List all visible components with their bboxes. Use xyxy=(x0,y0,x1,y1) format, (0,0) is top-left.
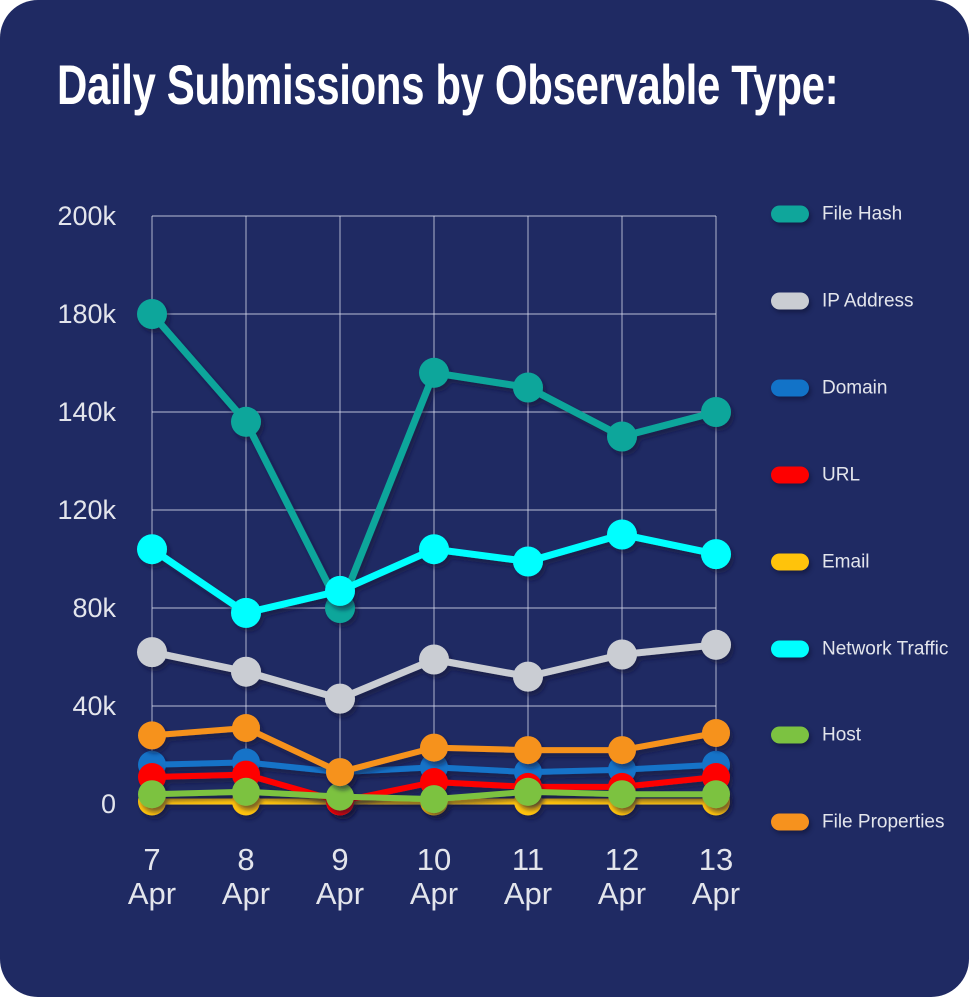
legend-label-email: Email xyxy=(822,551,870,573)
y-axis-tick-label: 180k xyxy=(57,299,116,329)
series-host xyxy=(138,777,730,814)
legend-item-domain: Domain xyxy=(771,375,954,400)
legend-label-domain: Domain xyxy=(822,377,888,399)
data-point xyxy=(513,372,543,403)
data-point xyxy=(701,397,731,427)
series-ip-address xyxy=(137,629,731,714)
data-point xyxy=(420,785,448,814)
legend-swatch-file-properties xyxy=(771,813,809,831)
data-point xyxy=(138,780,166,809)
series-layer xyxy=(137,299,731,816)
y-axis-tick-label: 120k xyxy=(57,495,116,525)
legend-label-url: URL xyxy=(822,464,861,486)
data-point xyxy=(325,683,355,714)
data-point xyxy=(607,421,637,452)
legend-item-url: URL xyxy=(771,462,954,487)
x-axis-tick-month: Apr xyxy=(504,876,552,911)
x-axis-tick-month: Apr xyxy=(598,876,646,911)
data-point xyxy=(232,777,260,806)
series-network-traffic xyxy=(137,519,731,628)
data-point xyxy=(514,777,542,806)
grid-lines xyxy=(151,215,717,805)
legend-swatch-url xyxy=(771,466,809,484)
legend-label-network-traffic: Network Traffic xyxy=(822,638,949,659)
x-axis-tick-month: Apr xyxy=(222,876,270,911)
y-axis-tick-label: 80k xyxy=(72,593,116,623)
x-axis-tick-day: 12 xyxy=(605,842,639,877)
legend-item-file-hash: File Hash xyxy=(771,202,954,227)
y-axis-tick-label: 40k xyxy=(72,691,116,721)
legend-swatch-network-traffic xyxy=(771,640,809,657)
data-point xyxy=(513,661,543,692)
data-point xyxy=(137,299,167,329)
data-point xyxy=(137,534,167,565)
data-point xyxy=(513,546,543,577)
data-point xyxy=(138,721,166,750)
legend-label-file-hash: File Hash xyxy=(822,203,903,225)
data-point xyxy=(608,736,636,765)
data-point xyxy=(325,575,355,606)
data-point xyxy=(419,534,449,565)
legend-swatch-ip-address xyxy=(771,292,809,310)
y-axis-tick-label: 0 xyxy=(101,789,116,819)
legend-label-file-properties: File Properties xyxy=(822,811,945,833)
x-axis-tick-month: Apr xyxy=(316,876,364,911)
data-point xyxy=(702,780,730,809)
legend-item-ip-address: IP Address xyxy=(771,288,954,313)
data-point xyxy=(419,357,449,388)
x-axis-tick-month: Apr xyxy=(128,876,176,911)
chart-title: Daily Submissions by Observable Type: xyxy=(57,53,839,116)
legend-item-network-traffic: Network Traffic xyxy=(771,636,954,661)
data-point xyxy=(514,736,542,765)
x-axis-tick-day: 13 xyxy=(699,842,733,877)
data-point xyxy=(231,656,261,687)
legend-swatch-host xyxy=(771,726,809,744)
x-axis-tick-day: 8 xyxy=(237,842,254,877)
legend-label-host: Host xyxy=(822,724,862,746)
data-point xyxy=(326,758,354,787)
x-axis-tick-day: 11 xyxy=(512,842,544,877)
x-axis-tick-day: 7 xyxy=(143,842,160,877)
data-point xyxy=(419,644,449,675)
data-point xyxy=(701,629,731,660)
legend-swatch-domain xyxy=(771,379,809,397)
legend-swatch-file-hash xyxy=(771,205,809,223)
data-point xyxy=(701,539,731,570)
x-axis-tick-day: 10 xyxy=(417,842,451,877)
series-file-properties xyxy=(138,714,730,787)
x-axis-tick-day: 9 xyxy=(331,842,348,877)
axis-labels: 040k80k120k140k180k200k7Apr8Apr9Apr10Apr… xyxy=(57,201,740,911)
data-point xyxy=(232,714,260,742)
data-point xyxy=(702,719,730,747)
legend-swatch-email xyxy=(771,553,809,571)
y-axis-tick-label: 140k xyxy=(57,397,116,427)
data-point xyxy=(607,519,637,550)
data-point xyxy=(231,597,261,628)
data-point xyxy=(420,733,448,762)
data-point xyxy=(231,406,261,437)
data-point xyxy=(326,782,354,811)
chart-legend: File Hash IP Address Domain URL Email Network… xyxy=(771,190,969,870)
data-point xyxy=(137,637,167,668)
x-axis-tick-month: Apr xyxy=(692,876,740,911)
legend-item-file-properties: File Properties xyxy=(771,810,954,835)
legend-item-email: Email xyxy=(771,549,954,574)
x-axis-tick-month: Apr xyxy=(410,876,458,911)
legend-label-ip-address: IP Address xyxy=(822,290,914,312)
y-axis-tick-label: 200k xyxy=(57,201,116,231)
legend-item-host: Host xyxy=(771,723,954,748)
data-point xyxy=(608,780,636,809)
data-point xyxy=(607,639,637,670)
